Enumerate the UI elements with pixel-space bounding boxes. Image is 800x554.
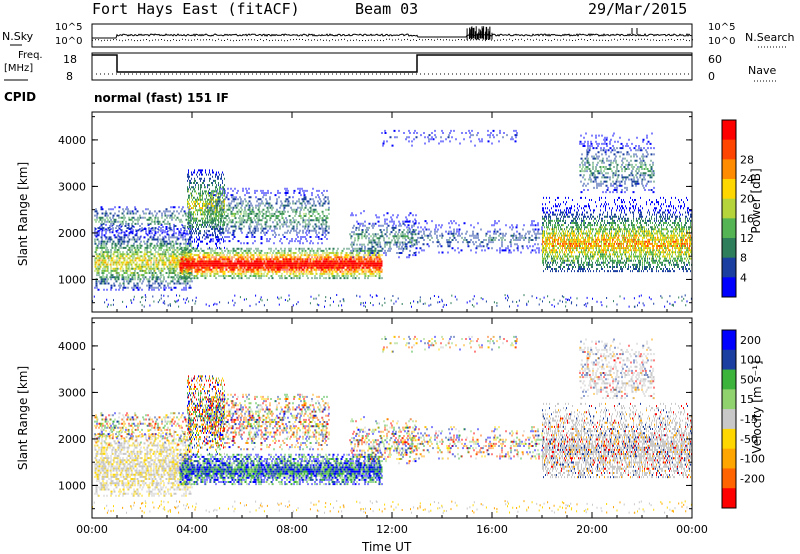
velocity-cell-group [93,335,693,514]
y-tick-label: 4000 [58,340,86,353]
power-colorbar-tick: 16 [740,212,754,225]
y-tick-label: 4000 [58,134,86,147]
velocity-colorbar-swatch [722,448,736,469]
x-tick-label: 00:00 [676,523,708,536]
power-cell-group [94,161,692,281]
velocity-colorbar-swatch [722,468,736,489]
nsky-line [92,32,693,39]
power-cell-group [92,134,692,308]
x-tick-label: 16:00 [476,523,508,536]
velocity-colorbar-tick: 200 [740,334,761,347]
nave-label: Nave [748,64,777,77]
velocity-colorbar-tick: 100 [740,354,761,367]
power-colorbar-swatch [722,257,736,278]
power-cell-group [93,129,693,308]
x-tick-label: 04:00 [176,523,208,536]
velocity-colorbar-tick: 50 [740,373,754,386]
power-colorbar-tick: 4 [740,271,747,284]
power-colorbar-swatch [722,139,736,160]
power-cell-group [179,238,690,273]
power-colorbar-swatch [722,179,736,200]
freq-label: Freq. [18,50,43,61]
power-colorbar-swatch [722,198,736,219]
velocity-colorbar-tick: 15 [740,393,754,406]
power-colorbar-tick: 20 [740,193,754,206]
cpid-label: CPID [4,90,37,104]
velocity-colorbar-tick: -50 [740,433,758,446]
power-panel-background [92,112,692,312]
y-tick-label: 3000 [58,386,86,399]
freq-line [92,54,692,73]
nave-tick-60: 60 [708,53,722,66]
nsearch-tick-top: 10^5 [708,22,736,33]
nave-tick-0: 0 [708,70,715,83]
velocity-colorbar-frame [721,329,737,509]
date-label: 29/Mar/2015 [588,0,688,18]
nsky-tick-bottom: 10^0 [55,36,83,47]
velocity-colorbar-swatch [722,488,736,509]
power-colorbar-swatch [722,238,736,259]
y-tick-label: 1000 [58,479,86,492]
nsky-label: N.Sky [2,30,34,43]
y-tick-label: 2000 [58,433,86,446]
power-colorbar-swatch [722,120,736,141]
velocity-colorbar-swatch [722,349,736,371]
y-tick-label: 1000 [58,273,86,286]
nsky-tick-top: 10^5 [55,22,83,33]
power-colorbar-frame [721,119,737,298]
velocity-colorbar-swatch [722,389,736,410]
power-colorbar-swatch [722,159,736,180]
power-colorbar-swatch [722,277,736,298]
power-cell-group [94,190,692,277]
power-colorbar-tick: 8 [740,252,747,265]
nsearch-dotted-line [92,38,693,42]
velocity-colorbar-tick: -100 [740,453,765,466]
y-tick-label: 2000 [58,227,86,240]
plot-title: Fort Hays East (fitACF) [92,0,300,18]
freq-tick-8: 8 [66,70,73,83]
velocity-panel-background [92,318,692,518]
freq-panel-frame [91,52,693,81]
x-axis-label: Time UT [362,540,412,554]
x-tick-label: 00:00 [76,523,108,536]
beam-label: Beam 03 [355,0,419,18]
velocity-colorbar-tick: -15 [740,413,758,426]
cpid-value: normal (fast) 151 IF [94,91,229,105]
power-cell-group [179,258,383,271]
power-colorbar-tick: 28 [740,153,754,166]
nsearch-label: N.Search [745,31,795,44]
velocity-colorbar-swatch [722,369,736,390]
power-heatmap-cells [92,129,693,308]
x-tick-label: 12:00 [376,523,408,536]
freq-unit-label: [MHz] [4,63,34,74]
x-tick-label: 08:00 [276,523,308,536]
freq-tick-18: 18 [63,53,77,66]
velocity-colorbar-swatch [722,428,736,450]
y-tick-label: 3000 [58,180,86,193]
nsearch-tick-bottom: 10^0 [708,36,736,47]
velocity-colorbar-swatch [722,409,736,430]
velocity-colorbar-swatch [722,330,736,351]
velocity-colorbar-tick: -200 [740,472,765,485]
power-colorbar-tick: 12 [740,232,754,245]
velocity-heatmap-cells [92,335,693,514]
power-colorbar-swatch [722,218,736,239]
nsky-spikes [466,26,638,40]
x-tick-label: 20:00 [576,523,608,536]
power-colorbar-tick: 24 [740,173,754,186]
